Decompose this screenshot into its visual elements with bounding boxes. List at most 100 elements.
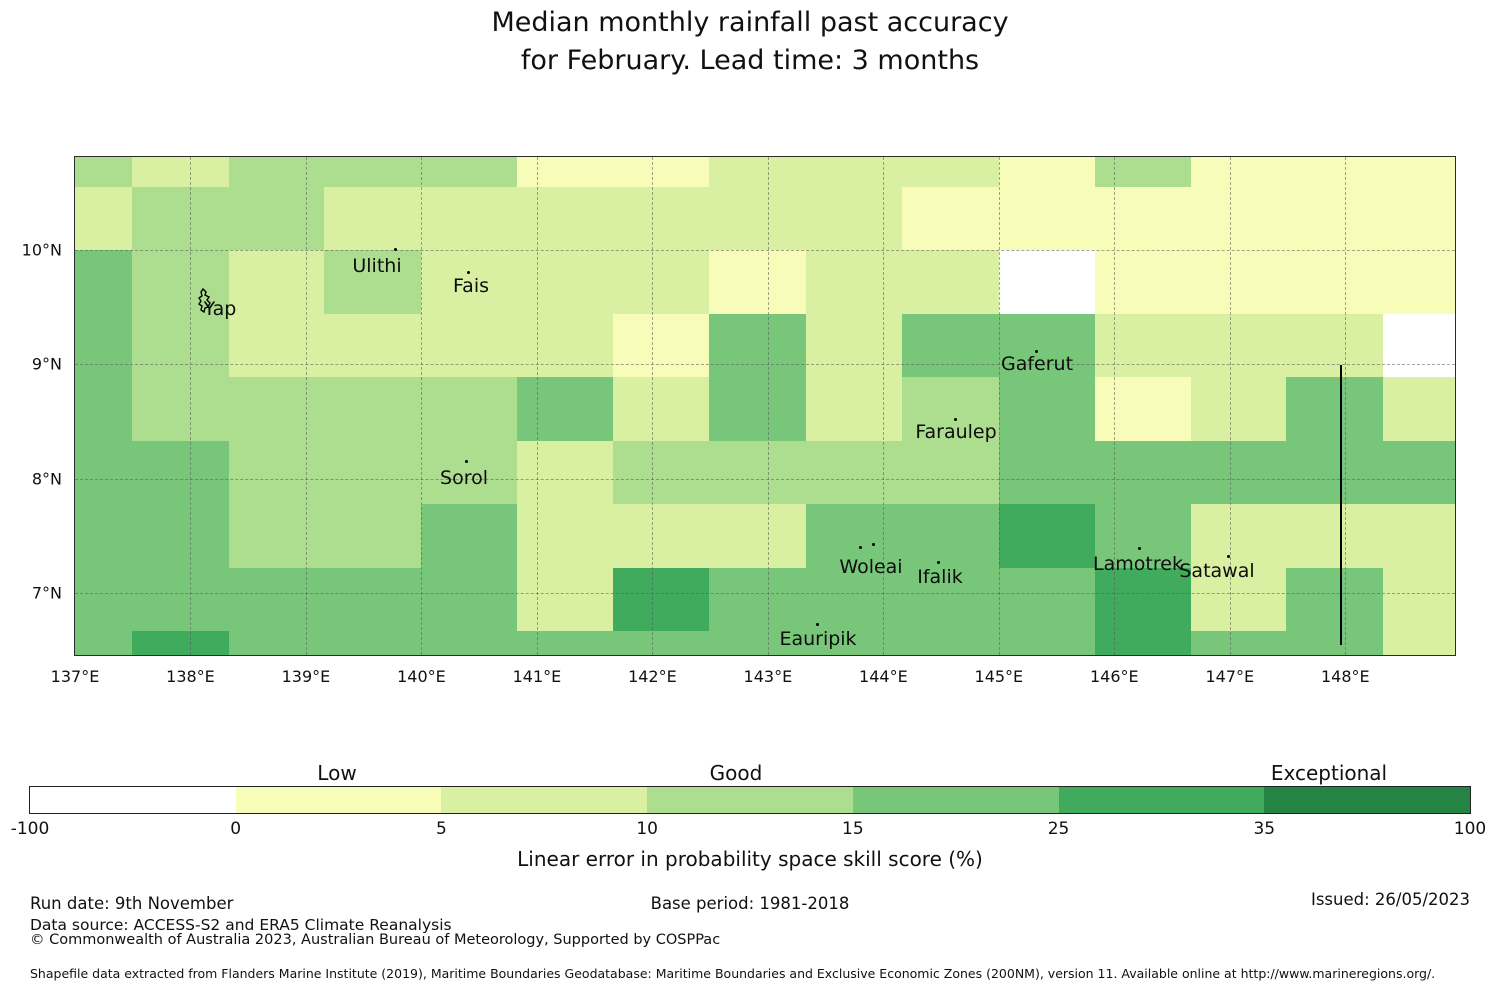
heatmap-cell [708, 376, 807, 442]
island-outline-yap [193, 287, 217, 319]
latitude-gridline [75, 249, 1455, 251]
heatmap-cell [75, 249, 133, 315]
colorbar-segment [235, 787, 443, 813]
heatmap-cell [228, 249, 326, 315]
heatmap-cell [901, 376, 1000, 442]
heatmap-cell [708, 249, 807, 315]
heatmap-cell [1286, 249, 1384, 315]
heatmap-cell [998, 186, 1096, 251]
x-axis-tick-label: 141°E [512, 667, 562, 686]
island-label: Sorol [440, 467, 488, 489]
heatmap-cell [517, 186, 614, 251]
heatmap-cell [1383, 313, 1456, 378]
heatmap-cell [228, 313, 326, 378]
heatmap-cell [1383, 630, 1456, 656]
heatmap-cell [805, 186, 903, 251]
heatmap-cell [421, 630, 518, 656]
heatmap-cell [1094, 376, 1192, 442]
longitude-gridline [190, 157, 192, 655]
heatmap-cell [805, 503, 903, 569]
longitude-gridline [1345, 157, 1347, 655]
island-marker-dot [953, 417, 957, 421]
heatmap-cell [901, 567, 1000, 632]
heatmap-cell [517, 630, 614, 656]
heatmap-cell [421, 313, 518, 378]
heatmap-cell [421, 249, 518, 315]
heatmap-cell [131, 186, 230, 251]
colorbar-tick-label: 15 [842, 819, 864, 839]
x-axis-tick-label: 148°E [1320, 667, 1370, 686]
heatmap-cell [1190, 313, 1287, 378]
x-axis-tick-label: 142°E [628, 667, 677, 686]
island-marker-dot [393, 247, 397, 251]
longitude-gridline [421, 157, 423, 655]
island-marker-dot [466, 270, 470, 274]
heatmap-cell [1383, 376, 1456, 442]
heatmap-cell [901, 157, 1000, 188]
x-axis-tick-label: 140°E [397, 667, 446, 686]
heatmap-cell [1190, 249, 1287, 315]
heatmap-cell [708, 157, 807, 188]
island-label: Fais [452, 275, 490, 297]
heatmap-cell [998, 440, 1096, 505]
x-axis-tick-label: 144°E [859, 667, 908, 686]
colorbar-segment [852, 787, 1060, 813]
island-label: Ifalik [917, 566, 963, 588]
heatmap-cell [1094, 503, 1192, 569]
colorbar-tick-label: 35 [1253, 819, 1276, 839]
heatmap-cell [1383, 440, 1456, 505]
data-source-text: Data source: ACCESS-S2 and ERA5 Climate … [30, 916, 452, 934]
heatmap-cell [1286, 376, 1384, 442]
chart-title-line1: Median monthly rainfall past accuracy [491, 7, 1009, 38]
heatmap-cell [805, 249, 903, 315]
heatmap-cell [1094, 186, 1192, 251]
heatmap-cell [1286, 186, 1384, 251]
copyright-text: © Commonwealth of Australia 2023, Austra… [30, 932, 721, 948]
shapefile-attribution-text: Shapefile data extracted from Flanders M… [30, 966, 1436, 981]
island-label: Ulithi [352, 255, 402, 277]
x-axis-tick-label: 147°E [1205, 667, 1255, 686]
heatmap-cell [517, 249, 614, 315]
heatmap-cell [708, 440, 807, 505]
heatmap-cell [613, 313, 710, 378]
heatmap-cell [708, 567, 807, 632]
island-label: Gaferut [1000, 353, 1074, 375]
heatmap-cell [324, 440, 423, 505]
colorbar-segment [647, 787, 854, 813]
heatmap-cell [131, 503, 230, 569]
heatmap-cell [131, 249, 230, 315]
heatmap-cell [901, 440, 1000, 505]
heatmap-cell [131, 376, 230, 442]
island-label: Yap [203, 298, 237, 320]
heatmap-cell [324, 503, 423, 569]
heatmap-cell [421, 440, 518, 505]
heatmap-cell [421, 503, 518, 569]
x-axis-tick-label: 138°E [166, 667, 215, 686]
longitude-gridline [767, 157, 769, 655]
colorbar-tick-label: 100 [1453, 819, 1487, 839]
heatmap-cell [613, 249, 710, 315]
heatmap-cell [708, 503, 807, 569]
heatmap-cell [998, 313, 1096, 378]
heatmap-cell [998, 630, 1096, 656]
heatmap-cell [1286, 630, 1384, 656]
latitude-gridline [75, 478, 1455, 480]
heatmap-cell [324, 630, 423, 656]
heatmap-cell [1190, 186, 1287, 251]
colorbar-tick-label: -100 [10, 819, 50, 839]
heatmap-cell [613, 186, 710, 251]
x-axis-tick-label: 139°E [281, 667, 331, 686]
island-marker-dot [815, 622, 819, 626]
colorbar-tick-label: 25 [1047, 819, 1070, 839]
heatmap-cell [998, 249, 1096, 315]
heatmap-cell [421, 157, 518, 188]
heatmap-cell [228, 186, 326, 251]
longitude-gridline [1114, 157, 1116, 655]
heatmap-cell [75, 313, 133, 378]
longitude-gridline [536, 157, 538, 655]
colorbar-category-label: Low [317, 761, 357, 785]
colorbar-tick-label: 5 [436, 819, 447, 839]
heatmap-cell [324, 376, 423, 442]
chart-title: Median monthly rainfall past accuracy fo… [0, 4, 1500, 80]
